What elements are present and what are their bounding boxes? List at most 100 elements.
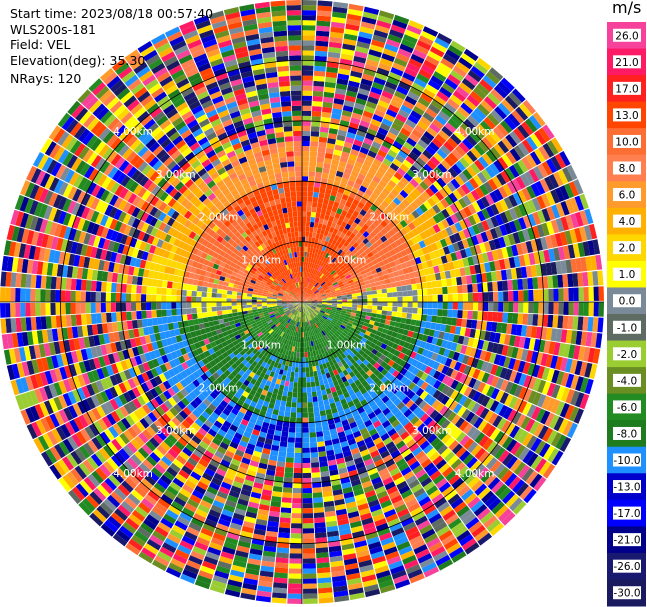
radar-gate xyxy=(388,367,396,375)
radar-gate xyxy=(110,282,117,293)
radar-gate xyxy=(457,302,464,310)
radar-gate xyxy=(316,321,322,327)
radar-gate xyxy=(386,352,394,360)
radar-gate xyxy=(402,396,411,405)
radar-gate xyxy=(318,319,324,325)
radar-gate xyxy=(323,314,329,319)
radar-gate xyxy=(231,298,237,302)
radar-gate xyxy=(379,383,388,392)
radar-gate xyxy=(403,362,411,371)
radar-gate xyxy=(354,346,361,353)
radar-gate xyxy=(437,429,448,441)
radar-gate xyxy=(551,369,560,384)
radar-gate xyxy=(280,512,291,519)
radar-gate xyxy=(359,355,366,363)
radar-gate xyxy=(559,357,568,372)
radar-gate xyxy=(357,323,364,329)
radar-gate xyxy=(564,404,575,420)
radar-gate xyxy=(313,317,318,323)
radar-gate xyxy=(320,308,326,311)
radar-gate xyxy=(291,366,296,373)
radar-gate xyxy=(279,405,286,412)
radar-gate xyxy=(488,352,497,364)
radar-gate xyxy=(275,466,285,473)
radar-gate xyxy=(75,279,82,291)
radar-gate xyxy=(336,305,343,309)
radar-gate xyxy=(551,450,564,466)
radar-gate xyxy=(477,467,490,480)
radar-gate xyxy=(156,294,162,302)
radar-gate xyxy=(297,342,300,348)
radar-gate xyxy=(288,427,296,433)
radar-gate xyxy=(536,365,546,379)
radar-gate xyxy=(439,405,449,416)
radar-gate xyxy=(427,433,438,444)
radar-gate xyxy=(284,467,294,473)
radar-gate xyxy=(211,306,217,312)
radar-gate xyxy=(530,351,539,364)
radar-gate xyxy=(382,349,390,357)
radar-gate xyxy=(497,466,510,480)
radar-gate xyxy=(410,319,417,326)
radar-gate xyxy=(396,333,403,340)
radar-gate xyxy=(191,302,197,308)
radar-gate xyxy=(309,437,317,443)
radar-gate xyxy=(313,406,320,413)
radar-gate xyxy=(171,295,177,302)
radar-gate xyxy=(297,337,301,343)
radar-gate xyxy=(426,335,434,344)
radar-gate xyxy=(578,302,584,316)
radar-gate xyxy=(339,314,346,319)
radar-gate xyxy=(217,314,224,320)
radar-gate xyxy=(316,390,322,397)
radar-gate xyxy=(306,382,311,388)
radar-gate xyxy=(291,402,297,408)
radar-gate xyxy=(302,302,307,304)
radar-gate xyxy=(145,294,152,302)
radar-gate xyxy=(559,436,572,453)
radar-gate xyxy=(161,280,168,288)
radar-gate xyxy=(197,280,204,287)
radar-gate xyxy=(395,316,402,323)
radar-gate xyxy=(65,314,72,327)
radar-gate xyxy=(472,310,478,320)
radar-gate xyxy=(327,331,333,338)
radar-gate xyxy=(291,513,302,519)
radar-gate xyxy=(466,426,478,438)
radar-gate xyxy=(218,280,225,286)
radar-gate xyxy=(558,418,569,434)
radar-gate xyxy=(310,381,316,388)
radar-gate xyxy=(90,302,96,314)
radar-gate xyxy=(492,312,499,322)
radar-gate xyxy=(426,315,433,322)
radar-gate xyxy=(454,381,464,393)
radar-gate xyxy=(391,331,398,338)
radar-gate xyxy=(467,337,475,347)
radar-gate xyxy=(310,313,315,319)
radar-gate xyxy=(246,293,253,297)
radar-gate xyxy=(171,282,178,289)
radar-gate xyxy=(310,376,315,383)
radar-gate xyxy=(419,390,429,400)
radar-gate xyxy=(570,374,580,390)
radar-gate xyxy=(281,431,289,438)
radar-gate xyxy=(352,355,359,362)
radar-gate xyxy=(467,366,476,378)
radar-gate xyxy=(297,382,302,388)
radar-gate xyxy=(517,313,524,325)
radar-gate xyxy=(404,370,412,379)
radar-gate xyxy=(335,337,342,344)
radar-gate xyxy=(513,335,521,348)
radar-gate xyxy=(100,292,106,302)
radar-gate xyxy=(502,490,516,505)
radar-gate xyxy=(291,508,302,514)
radar-gate xyxy=(473,463,486,476)
radar-gate xyxy=(319,379,325,386)
radar-gate xyxy=(285,406,291,413)
radar-gate xyxy=(473,417,484,429)
radar-gate xyxy=(445,387,455,398)
radar-gate xyxy=(284,411,291,418)
radar-gate xyxy=(383,324,390,330)
radar-gate xyxy=(261,302,267,305)
radar-gate xyxy=(527,376,537,390)
